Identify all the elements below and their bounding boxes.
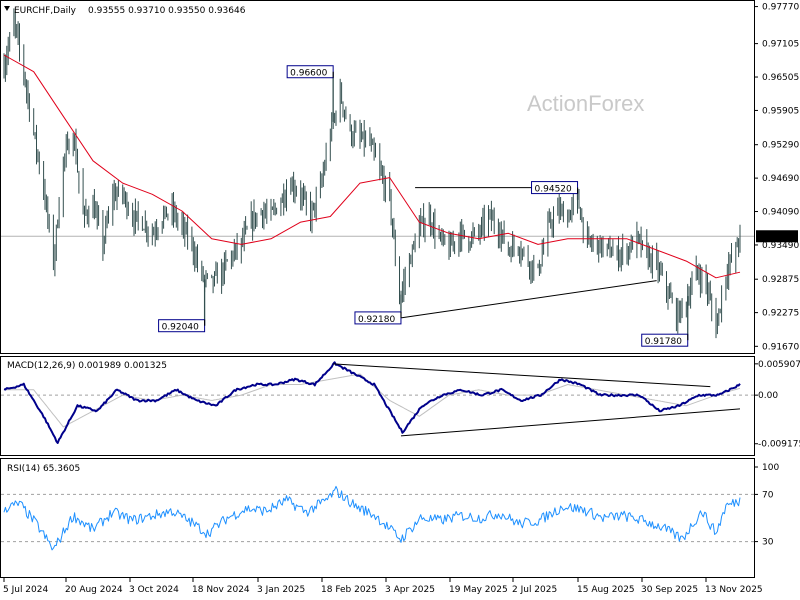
time-tick-label: 13 Nov 2025: [705, 585, 763, 595]
price-tick-label: 0.94690: [762, 174, 799, 184]
annotation-label: 0.94520: [535, 185, 572, 195]
rsi-panel-frame: [0, 458, 755, 578]
symbol-label: EURCHF,Daily: [14, 6, 77, 16]
price-panel[interactable]: ActionForex 0.96600 0.92040 0.92180 0.94520…: [0, 0, 800, 354]
macd-panel-frame: [0, 356, 755, 456]
rsi-panel[interactable]: 100 70 30 RSI(14) 65.3605: [0, 458, 780, 578]
watermark: ActionForex: [527, 91, 644, 116]
price-tick-label: 0.91670: [762, 342, 799, 352]
time-tick-label: 18 Feb 2025: [321, 585, 377, 595]
dropdown-triangle-icon[interactable]: [4, 6, 10, 11]
macd-main-line: [3, 361, 741, 444]
macd-tick-label: -0.009175: [758, 440, 800, 450]
price-annotation: 0.92180: [354, 311, 402, 325]
price-tick-label: 0.92875: [762, 275, 799, 285]
price-tick-label: 0.95905: [762, 106, 799, 116]
ohlc-label: 0.93555 0.93710 0.93550 0.93646: [88, 6, 246, 16]
price-annotation: 0.91780: [641, 333, 689, 347]
current-price-label: 0.93646: [758, 232, 795, 242]
moving-average-line: [3, 54, 741, 279]
macd-trendline: [333, 363, 711, 388]
time-tick-label: 3 Oct 2024: [129, 585, 179, 595]
moving-average-path: [3, 54, 741, 279]
macd-trendline: [400, 408, 741, 437]
time-tick-label: 20 Aug 2024: [65, 585, 123, 595]
macd-title: MACD(12,26,9) 0.001989 0.001325: [7, 361, 167, 371]
rsi-tick-label: 70: [762, 490, 774, 500]
annotation-label: 0.92040: [162, 323, 199, 333]
rsi-tick-label: 30: [762, 538, 774, 548]
price-panel-frame: [0, 0, 755, 354]
time-tick-label: 18 Nov 2024: [192, 585, 250, 595]
price-annotation: 0.96600: [286, 65, 334, 79]
price-tick-label: 0.96505: [762, 73, 799, 83]
price-tick-label: 0.92275: [762, 309, 799, 319]
rsi-path: [3, 485, 741, 551]
macd-tick-label: 0.00: [758, 391, 778, 401]
time-tick-label: 19 May 2025: [449, 585, 508, 595]
candles: [3, 8, 741, 341]
macd-trendlines: [333, 363, 741, 437]
rsi-axis: 100 70 30: [754, 463, 779, 548]
rsi-tick-label: 100: [762, 463, 779, 473]
annotation-label: 0.96600: [290, 69, 327, 79]
macd-tick-label: 0.005907: [758, 360, 800, 370]
annotation-label: 0.91780: [645, 337, 682, 347]
price-annotations: 0.96600 0.92040 0.92180 0.94520 0.91780: [158, 65, 689, 347]
price-annotation: 0.92040: [158, 319, 206, 333]
trendline: [400, 280, 657, 319]
price-annotation: 0.94520: [531, 181, 579, 195]
time-tick-label: 30 Sep 2025: [641, 585, 698, 595]
time-axis: 5 Jul 2024 20 Aug 2024 3 Oct 2024 18 Nov 20…: [3, 578, 763, 595]
price-tick-label: 0.97770: [762, 3, 799, 13]
time-tick-label: 15 Aug 2025: [577, 585, 635, 595]
time-tick-label: 3 Jan 2025: [257, 585, 305, 595]
macd-panel[interactable]: 0.005907 0.00 -0.009175 MACD(12,26,9) 0.00…: [0, 356, 800, 456]
price-tick-label: 0.97105: [762, 40, 799, 50]
rsi-line: [3, 485, 741, 551]
time-tick-label: 2 Jul 2025: [512, 585, 557, 595]
price-tick-label: 0.93490: [762, 241, 799, 251]
price-tick-label: 0.94090: [762, 208, 799, 218]
current-price-box: [756, 230, 798, 243]
price-axis: 0.97770 0.97105 0.96505 0.95905 0.95290 0.946…: [754, 3, 799, 352]
annotation-label: 0.92180: [358, 315, 395, 325]
price-tick-label: 0.95290: [762, 141, 799, 151]
macd-lines: [3, 361, 741, 444]
time-tick-label: 5 Jul 2024: [3, 585, 48, 595]
rsi-title: RSI(14) 65.3605: [7, 464, 80, 474]
macd-axis: 0.005907 0.00 -0.009175: [754, 360, 800, 450]
time-tick-label: 3 Apr 2025: [385, 585, 435, 595]
